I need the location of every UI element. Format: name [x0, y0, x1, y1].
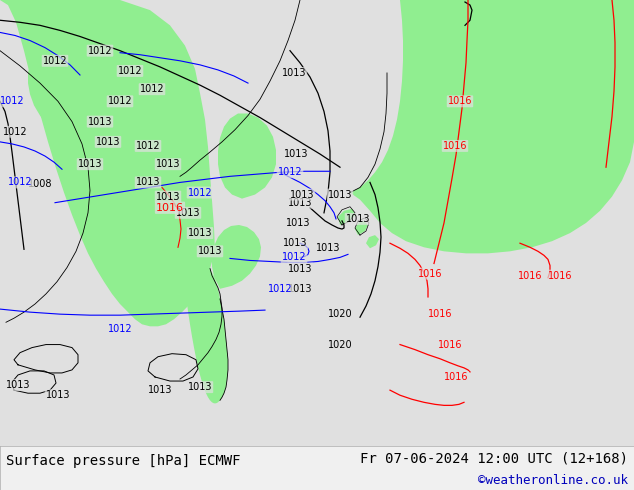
Polygon shape: [182, 264, 228, 403]
Text: 1013: 1013: [156, 192, 180, 201]
Text: 1016: 1016: [156, 203, 184, 213]
Text: 1013: 1013: [198, 246, 223, 256]
Text: 1012: 1012: [188, 188, 212, 197]
Text: 1012: 1012: [278, 167, 302, 177]
Polygon shape: [338, 209, 356, 225]
Text: 1012: 1012: [281, 252, 306, 263]
Text: 1013: 1013: [6, 380, 30, 390]
Text: 1013: 1013: [328, 190, 353, 199]
Text: 1016: 1016: [444, 372, 469, 382]
Text: 1008: 1008: [28, 179, 52, 190]
Text: 1013: 1013: [290, 190, 314, 199]
Text: 1012: 1012: [0, 97, 24, 106]
Text: 1013: 1013: [283, 238, 307, 248]
Text: 1013: 1013: [288, 264, 313, 273]
Text: 1016: 1016: [548, 270, 573, 281]
Text: 1013: 1013: [78, 159, 102, 169]
Text: 1012: 1012: [118, 66, 142, 76]
Text: Surface pressure [hPa] ECMWF: Surface pressure [hPa] ECMWF: [6, 454, 241, 468]
Text: 1016: 1016: [448, 97, 472, 106]
Text: 1012: 1012: [3, 127, 27, 137]
Text: 1013: 1013: [188, 382, 212, 392]
Polygon shape: [212, 225, 261, 289]
Text: 1013: 1013: [288, 197, 313, 208]
Text: 1016: 1016: [443, 141, 467, 151]
Text: 1012: 1012: [268, 284, 292, 294]
Text: 1013: 1013: [156, 159, 180, 169]
Text: 1012: 1012: [108, 324, 133, 334]
Text: 1013: 1013: [96, 137, 120, 147]
Polygon shape: [366, 235, 379, 248]
Text: 1012: 1012: [87, 46, 112, 56]
Text: 1012: 1012: [139, 84, 164, 94]
Text: 1013: 1013: [346, 214, 370, 224]
Polygon shape: [350, 0, 634, 253]
Text: 1013: 1013: [87, 117, 112, 126]
Text: 1016: 1016: [418, 269, 443, 279]
Text: 1016: 1016: [437, 340, 462, 349]
Text: 1013: 1013: [148, 385, 172, 395]
Text: 1020: 1020: [328, 309, 353, 319]
Text: 1013: 1013: [288, 284, 313, 294]
Polygon shape: [0, 0, 215, 326]
Polygon shape: [355, 221, 368, 235]
Text: 1012: 1012: [136, 141, 160, 151]
Polygon shape: [218, 114, 276, 198]
Text: 1016: 1016: [518, 270, 542, 281]
Text: 1013: 1013: [316, 244, 340, 253]
Text: 1013: 1013: [46, 390, 70, 400]
Text: 1013: 1013: [136, 177, 160, 187]
Text: 1016: 1016: [428, 309, 452, 319]
Text: 1013: 1013: [188, 228, 212, 238]
Text: Fr 07-06-2024 12:00 UTC (12+168): Fr 07-06-2024 12:00 UTC (12+168): [359, 451, 628, 465]
Text: 1013: 1013: [284, 149, 308, 159]
Text: 1012: 1012: [42, 56, 67, 66]
Text: 1013: 1013: [286, 218, 310, 228]
Text: 1012: 1012: [8, 177, 32, 187]
Text: 1013: 1013: [281, 68, 306, 78]
Polygon shape: [28, 56, 82, 152]
Text: 1012: 1012: [108, 97, 133, 106]
Text: 1013: 1013: [176, 208, 200, 218]
Text: 1020: 1020: [328, 340, 353, 349]
Text: ©weatheronline.co.uk: ©weatheronline.co.uk: [477, 474, 628, 487]
